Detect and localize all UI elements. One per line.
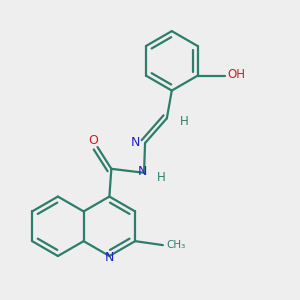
- Text: H: H: [157, 171, 166, 184]
- Text: N: N: [137, 165, 147, 178]
- Text: N: N: [105, 251, 114, 265]
- Text: N: N: [130, 136, 140, 148]
- Text: O: O: [88, 134, 98, 147]
- Text: CH₃: CH₃: [167, 240, 186, 250]
- Text: H: H: [180, 115, 188, 128]
- Text: OH: OH: [227, 68, 245, 81]
